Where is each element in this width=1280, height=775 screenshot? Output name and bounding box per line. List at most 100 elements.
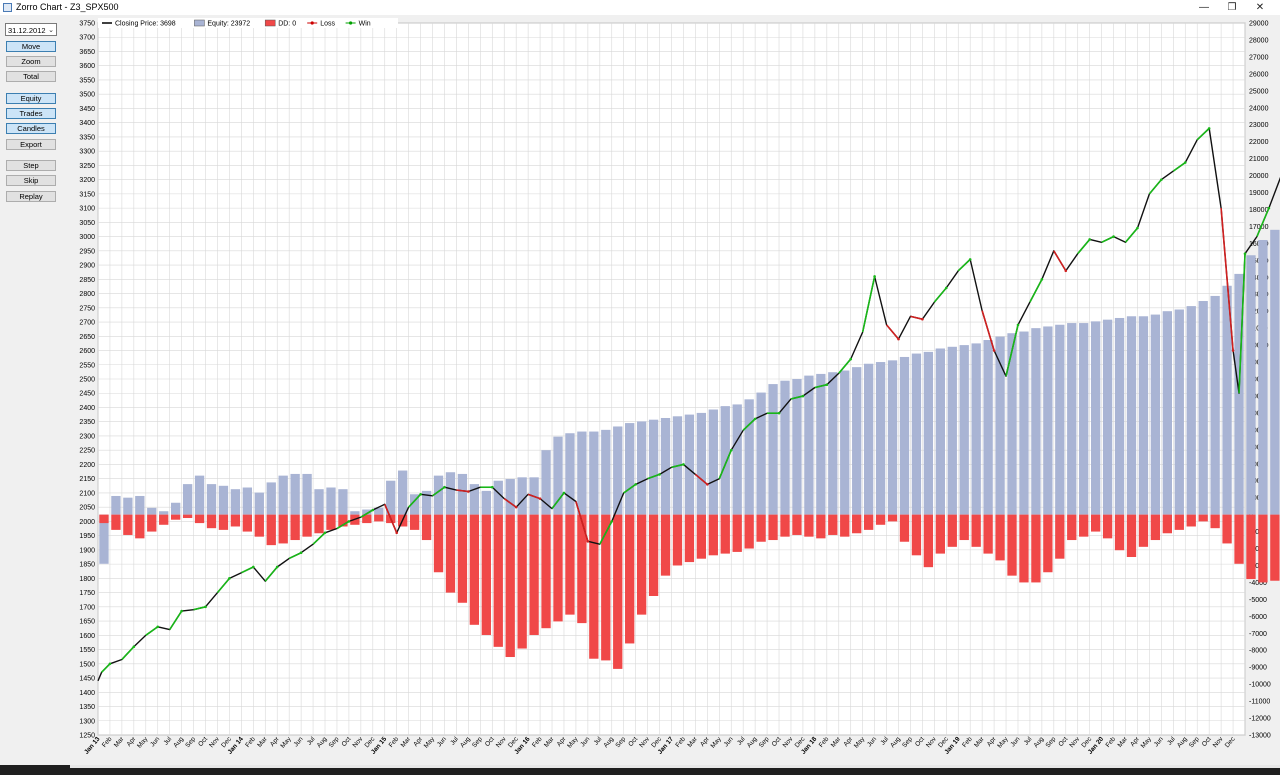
drawdown-bar: [684, 514, 695, 563]
equity-bar: [469, 484, 480, 515]
win-trade-segment: [241, 566, 254, 574]
right-axis-tick-label: 19000: [1249, 190, 1269, 197]
x-axis-month-label: Aug: [602, 736, 615, 750]
equity-bar: [159, 511, 169, 515]
move-button[interactable]: Move: [6, 41, 56, 52]
right-axis-tick-label: 26000: [1249, 71, 1269, 78]
equity-bar: [971, 343, 981, 515]
win-trade-segment: [193, 606, 206, 611]
win-trade-marker: [1112, 235, 1115, 238]
left-axis: 1250 1300 1350 1400 1450 1500 1550 1600 1650 1700…: [79, 21, 95, 740]
right-axis-tick-label: -7000: [1249, 631, 1267, 638]
export-button[interactable]: Export: [6, 139, 56, 150]
drawdown-bar: [947, 514, 957, 547]
drawdown-bar: [135, 514, 145, 539]
equity-bar: [648, 419, 659, 515]
equity-bar: [147, 507, 157, 515]
drawdown-bar: [708, 514, 718, 556]
trades-button[interactable]: Trades: [6, 108, 56, 119]
equity-bar: [457, 473, 468, 515]
drawdown-bar: [505, 514, 515, 658]
equity-bar: [1186, 306, 1196, 515]
equity-bar: [135, 495, 145, 515]
close-button[interactable]: ✕: [1255, 2, 1265, 13]
loss-trade-marker: [1064, 269, 1068, 273]
x-axis-month-label: Sep: [328, 736, 341, 750]
drawdown-bar: [457, 514, 468, 603]
equity-bar: [481, 490, 491, 515]
zoom-button[interactable]: Zoom: [6, 56, 56, 67]
grid-lines: [97, 22, 1246, 736]
right-axis-tick-label: -10000: [1249, 682, 1271, 689]
x-axis-month-label: Feb: [961, 735, 974, 748]
drawdown-bar: [1055, 514, 1065, 559]
right-axis-tick-label: 17000: [1249, 224, 1269, 231]
step-button[interactable]: Step: [6, 160, 56, 171]
x-axis-month-label: Nov: [782, 735, 795, 749]
maximize-button[interactable]: ❐: [1227, 2, 1237, 13]
drawdown-bar: [1007, 514, 1017, 576]
equity-bar: [1079, 323, 1089, 515]
equity-bar: [553, 436, 563, 515]
drawdown-bar: [278, 514, 288, 544]
win-trade-segment: [216, 577, 231, 594]
equity-bar: [577, 431, 587, 515]
drawdown-bar: [696, 514, 707, 559]
equity-bar: [206, 484, 217, 515]
equity-bar: [182, 484, 193, 515]
candles-button[interactable]: Candles: [6, 123, 56, 134]
x-axis-month-label: Mar: [1116, 735, 1129, 749]
x-axis-month-label: May: [423, 735, 437, 749]
minimize-button[interactable]: —: [1199, 2, 1209, 13]
right-axis-tick-label: 5000: [1249, 427, 1265, 434]
drawdown-bar: [374, 514, 384, 522]
skip-button[interactable]: Skip: [6, 175, 56, 186]
chevron-down-icon: ⌄: [48, 27, 54, 34]
win-trade-marker: [682, 463, 685, 466]
left-axis-tick-label: 2050: [79, 505, 95, 512]
win-trade-marker: [610, 520, 614, 523]
drawdown-bar: [111, 514, 121, 530]
win-trade-segment: [1124, 227, 1139, 243]
loss-trade-segment: [1220, 208, 1234, 351]
x-axis-month-label: Jun: [293, 735, 305, 748]
drawdown-bar: [589, 514, 599, 659]
equity-bar: [338, 489, 348, 515]
drawdown-bar: [923, 514, 934, 568]
win-trade-segment: [838, 358, 852, 374]
legend: Closing Price: 3698 Equity: 23972 DD: 0 Los…: [98, 18, 398, 28]
equity-bar: [1102, 319, 1113, 515]
equity-bar: [1270, 229, 1280, 515]
legend-label: Loss: [320, 21, 335, 28]
drawdown-bar: [1270, 514, 1280, 581]
date-select[interactable]: 31.12.2012 ⌄: [5, 23, 57, 36]
right-axis-tick-label: -2000: [1249, 546, 1267, 553]
left-axis-tick-label: 3700: [79, 35, 95, 42]
drawdown-bar: [792, 514, 802, 535]
equity-bar: [1007, 333, 1017, 515]
drawdown-bar: [1222, 514, 1232, 544]
left-axis-tick-label: 1400: [79, 690, 95, 697]
price-equity-chart[interactable]: 1250 1300 1350 1400 1450 1500 1550 1600 1650 1700…: [62, 15, 1280, 765]
drawdown-bar: [1234, 514, 1244, 564]
drawdown-bar: [911, 514, 922, 556]
right-axis-tick-label: 22000: [1249, 139, 1269, 146]
win-trade-marker: [658, 473, 661, 476]
drawdown-bar: [1031, 514, 1041, 583]
x-axis-month-label: Nov: [1068, 735, 1081, 749]
equity-bar: [505, 479, 515, 515]
drawdown-bar: [409, 514, 420, 530]
x-axis-month-label: Jun: [723, 735, 735, 748]
win-trade-marker: [562, 491, 566, 495]
equity-button[interactable]: Equity: [6, 93, 56, 104]
title-bar: Zorro Chart - Z3_SPX500 — ❐ ✕: [0, 0, 1280, 15]
total-button[interactable]: Total: [6, 71, 56, 82]
win-trade-segment: [1256, 207, 1270, 237]
left-axis-tick-label: 2750: [79, 305, 95, 312]
x-axis-month-label: Nov: [208, 735, 221, 749]
replay-button[interactable]: Replay: [6, 191, 56, 202]
equity-bar: [266, 482, 276, 515]
left-axis-tick-label: 3150: [79, 191, 95, 198]
drawdown-bar: [875, 514, 886, 525]
equity-bar: [254, 492, 264, 515]
